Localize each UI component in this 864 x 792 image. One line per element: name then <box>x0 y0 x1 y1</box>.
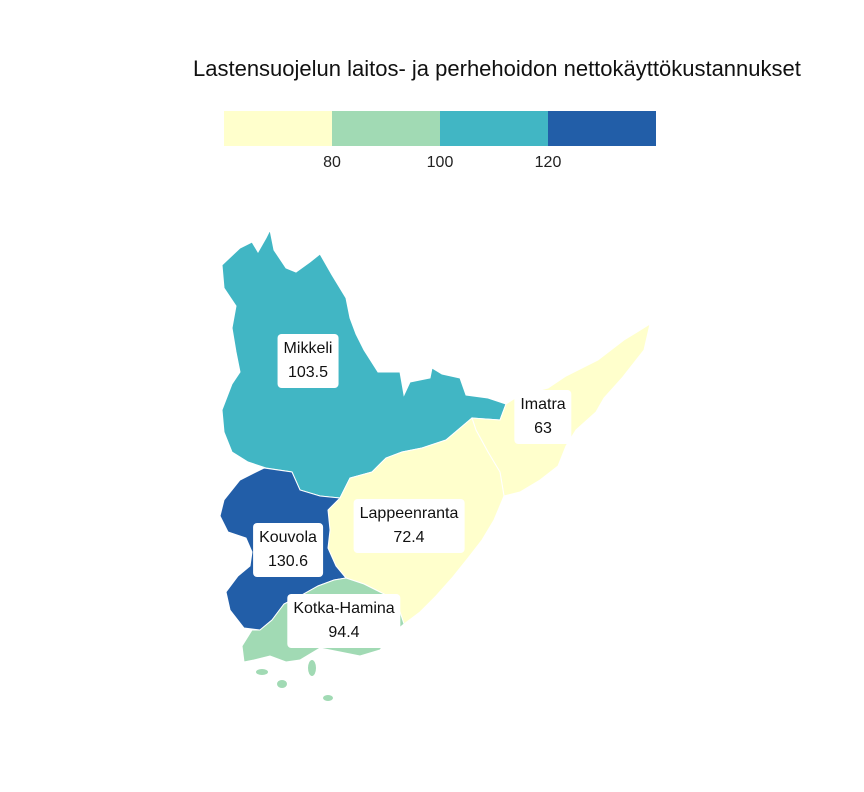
island-1 <box>308 660 316 676</box>
label-lappeenranta-value: 72.4 <box>393 529 425 546</box>
island-4 <box>323 695 333 701</box>
label-kouvola-name: Kouvola <box>259 529 317 546</box>
label-imatra-value: 63 <box>534 420 552 437</box>
island-2 <box>277 680 287 688</box>
legend-swatch-1 <box>224 111 332 146</box>
label-kouvola: Kouvola 130.6 <box>253 523 323 577</box>
color-legend <box>224 111 656 146</box>
label-imatra: Imatra 63 <box>514 390 572 444</box>
island-3 <box>256 669 268 675</box>
label-kouvola-value: 130.6 <box>267 553 309 570</box>
map-title: Lastensuojelun laitos- ja perhehoidon ne… <box>193 56 801 81</box>
legend-tick-80: 80 <box>323 154 341 171</box>
region-mikkeli[interactable] <box>221 228 507 499</box>
label-mikkeli-value: 103.5 <box>287 364 329 381</box>
label-lappeenranta: Lappeenranta 72.4 <box>353 499 465 553</box>
legend-tick-100: 100 <box>426 154 454 171</box>
label-lappeenranta-name: Lappeenranta <box>359 505 459 522</box>
legend-swatch-3 <box>440 111 548 146</box>
island-5 <box>290 649 302 659</box>
legend-swatch-4 <box>548 111 656 146</box>
label-kotka-hamina-name: Kotka-Hamina <box>293 600 395 617</box>
legend-tick-120: 120 <box>534 154 562 171</box>
label-imatra-name: Imatra <box>520 396 566 413</box>
label-kotka-hamina-value: 94.4 <box>328 624 360 641</box>
label-kotka-hamina: Kotka-Hamina 94.4 <box>287 594 401 648</box>
legend-swatch-2 <box>332 111 440 146</box>
label-mikkeli-name: Mikkeli <box>283 340 333 357</box>
label-mikkeli: Mikkeli 103.5 <box>277 334 339 388</box>
